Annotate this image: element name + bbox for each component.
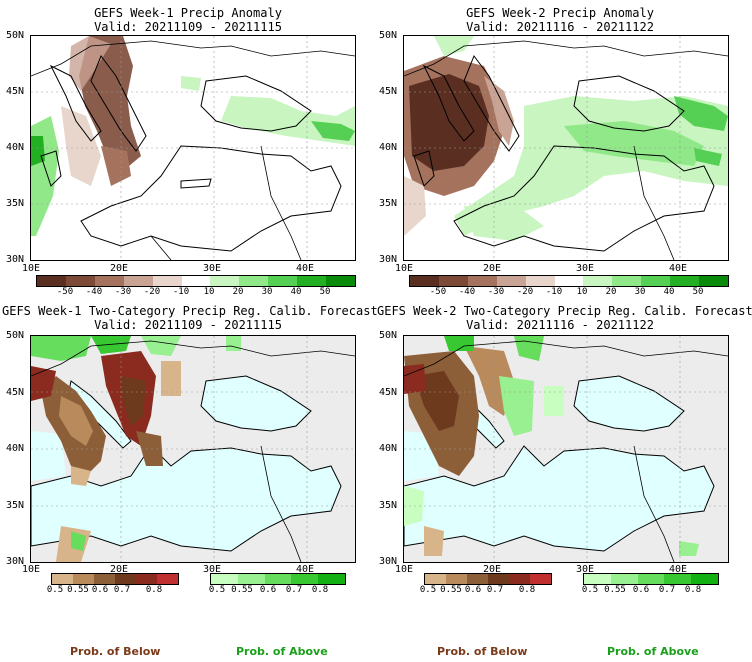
panel1-map <box>30 35 356 261</box>
panel1-lon-30: 30E <box>203 263 222 274</box>
panel4-below-label: 0.55 <box>440 585 462 595</box>
panel3-lat-45: 45N <box>6 387 25 398</box>
panel3-lat-40: 40N <box>6 443 25 454</box>
panel1-cb-label: -40 <box>85 287 103 297</box>
panel2-cb-label: 20 <box>605 287 617 297</box>
panel2-cb-label: -50 <box>429 287 447 297</box>
panel3-below-label: 0.8 <box>145 585 163 595</box>
panel4-below-label: 0.5 <box>419 585 437 595</box>
panel3-map <box>30 335 356 563</box>
panel3-above-colorbar <box>210 573 346 585</box>
panel1-cb-label: -30 <box>114 287 132 297</box>
panel4-title: GEFS Week-2 Two-Category Precip Reg. Cal… <box>377 304 752 318</box>
panel4-lon-10: 10E <box>395 564 414 575</box>
panel2-cb-label: 30 <box>634 287 646 297</box>
panel2-cb-label: 10 <box>576 287 588 297</box>
panel2-lon-30: 30E <box>576 263 595 274</box>
panel3-lon-40: 40E <box>296 564 315 575</box>
panel4-lon-30: 30E <box>576 564 595 575</box>
panel1-valid: Valid: 20211109 - 20211115 <box>94 20 282 34</box>
panel3-below-label: 0.5 <box>46 585 64 595</box>
panel1-lat-40: 40N <box>6 142 25 153</box>
panel2-anomaly-colorbar <box>409 275 729 287</box>
panel4-below-label: 0.8 <box>518 585 536 595</box>
panel1-cb-label: -10 <box>172 287 190 297</box>
panel2-cb-label: -10 <box>545 287 563 297</box>
panel4-lat-30: 30N <box>379 556 398 567</box>
panel4-prob-above-label: Prob. of Above <box>607 645 699 658</box>
panel2-cb-label: -20 <box>516 287 534 297</box>
panel3-lon-20: 20E <box>110 564 129 575</box>
panel1-cb-label: -50 <box>56 287 74 297</box>
panel2-lon-10: 10E <box>395 263 414 274</box>
panel3-above-label: 0.6 <box>259 585 277 595</box>
panel1-anomaly-colorbar <box>36 275 356 287</box>
panel3-below-label: 0.55 <box>67 585 89 595</box>
panel2-cb-label: -30 <box>487 287 505 297</box>
panel3-title: GEFS Week-1 Two-Category Precip Reg. Cal… <box>2 304 378 318</box>
panel2-lat-40: 40N <box>379 142 398 153</box>
panel2-lat-30: 30N <box>379 254 398 265</box>
panel1-cb-label: 30 <box>261 287 273 297</box>
panel4-above-label: 0.8 <box>684 585 702 595</box>
panel2-cb-label: 50 <box>692 287 704 297</box>
panel1-cb-label: -20 <box>143 287 161 297</box>
panel2-title: GEFS Week-2 Precip Anomaly <box>466 6 654 20</box>
panel1-lat-35: 35N <box>6 198 25 209</box>
panel3-prob-below-label: Prob. of Below <box>70 645 161 658</box>
panel3-above-label: 0.5 <box>208 585 226 595</box>
panel1-lon-40: 40E <box>296 263 315 274</box>
panel4-below-label: 0.6 <box>464 585 482 595</box>
panel4-below-colorbar <box>424 573 552 585</box>
panel2-lon-40: 40E <box>669 263 688 274</box>
panel4-above-label: 0.7 <box>658 585 676 595</box>
panel4-lat-45: 45N <box>379 387 398 398</box>
panel4-below-label: 0.7 <box>486 585 504 595</box>
panel1-lon-10: 10E <box>22 263 41 274</box>
panel3-lon-30: 30E <box>203 564 222 575</box>
panel3-above-label: 0.8 <box>311 585 329 595</box>
panel4-above-colorbar <box>583 573 719 585</box>
panel3-lat-30: 30N <box>6 556 25 567</box>
panel1-cb-label: 40 <box>290 287 302 297</box>
panel1-title: GEFS Week-1 Precip Anomaly <box>94 6 282 20</box>
panel3-lon-10: 10E <box>22 564 41 575</box>
panel3-below-colorbar <box>51 573 179 585</box>
panel4-lat-35: 35N <box>379 500 398 511</box>
panel1-lon-20: 20E <box>110 263 129 274</box>
panel4-above-label: 0.6 <box>632 585 650 595</box>
panel1-cb-label: 20 <box>232 287 244 297</box>
panel2-cb-label: -40 <box>458 287 476 297</box>
panel4-lon-40: 40E <box>669 564 688 575</box>
panel4-valid: Valid: 20211116 - 20211122 <box>466 318 654 332</box>
panel2-cb-label: 40 <box>663 287 675 297</box>
panel2-lon-20: 20E <box>483 263 502 274</box>
panel2-lat-50: 50N <box>379 30 398 41</box>
panel4-prob-below-label: Prob. of Below <box>437 645 528 658</box>
panel3-valid: Valid: 20211109 - 20211115 <box>94 318 282 332</box>
panel3-below-label: 0.6 <box>91 585 109 595</box>
panel3-prob-above-label: Prob. of Above <box>236 645 328 658</box>
panel1-lat-30: 30N <box>6 254 25 265</box>
panel4-lon-20: 20E <box>483 564 502 575</box>
panel3-lat-35: 35N <box>6 500 25 511</box>
panel2-map <box>403 35 729 261</box>
panel4-above-label: 0.55 <box>604 585 626 595</box>
panel1-cb-label: 50 <box>319 287 331 297</box>
panel1-lat-45: 45N <box>6 86 25 97</box>
panel4-map <box>403 335 729 563</box>
panel1-lat-50: 50N <box>6 30 25 41</box>
panel3-above-label: 0.55 <box>231 585 253 595</box>
panel4-lat-50: 50N <box>379 330 398 341</box>
panel2-lat-35: 35N <box>379 198 398 209</box>
panel3-above-label: 0.7 <box>285 585 303 595</box>
panel4-lat-40: 40N <box>379 443 398 454</box>
panel1-cb-label: 10 <box>203 287 215 297</box>
panel4-above-label: 0.5 <box>581 585 599 595</box>
panel3-below-label: 0.7 <box>113 585 131 595</box>
panel3-lat-50: 50N <box>6 330 25 341</box>
panel2-lat-45: 45N <box>379 86 398 97</box>
panel2-valid: Valid: 20211116 - 20211122 <box>466 20 654 34</box>
